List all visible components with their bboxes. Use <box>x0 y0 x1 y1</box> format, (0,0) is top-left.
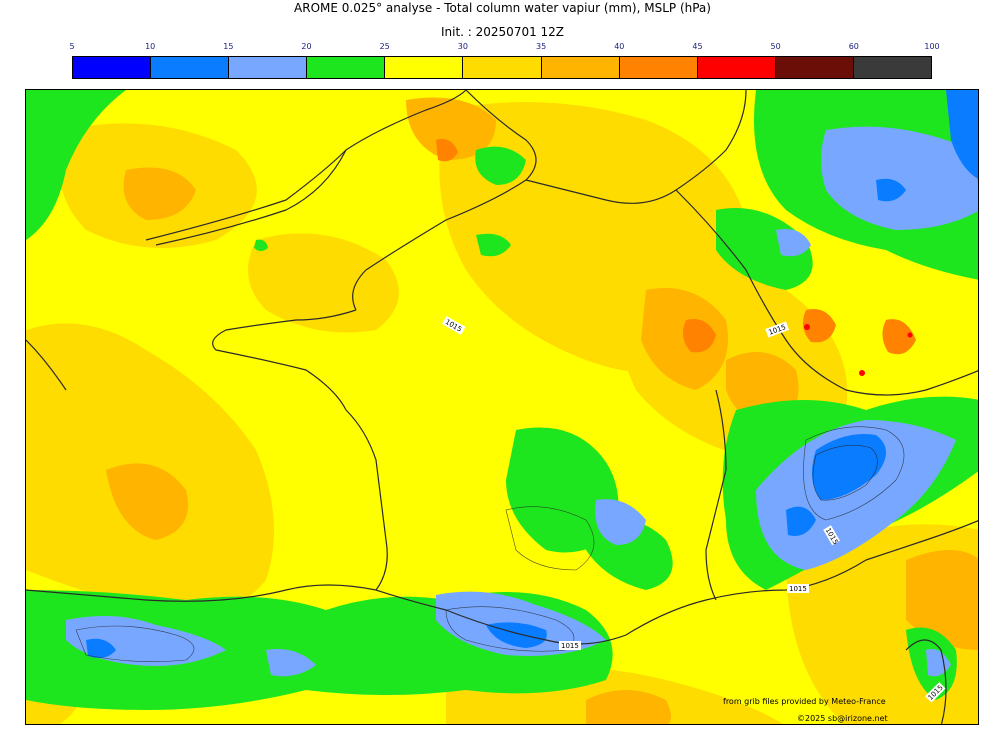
contours <box>75 426 905 662</box>
weather-map: 1015 1015 1015 1015 1015 1015 <box>25 89 979 725</box>
init-time: Init. : 20250701 12Z <box>440 25 565 39</box>
colorbar <box>72 56 932 79</box>
colorbar-tick: 60 <box>848 42 859 51</box>
colorbar-tick: 15 <box>223 42 234 51</box>
isobar-label: 1015 <box>561 642 579 650</box>
field-45-50 <box>804 324 913 376</box>
colorbar-tick: 5 <box>69 42 75 51</box>
colorbar-segment <box>385 57 464 78</box>
colorbar-tick: 25 <box>379 42 390 51</box>
coastlines <box>26 90 978 724</box>
colorbar-segment <box>853 57 932 78</box>
isobar-label: 1015 <box>789 585 807 593</box>
colorbar-tick: 10 <box>145 42 156 51</box>
chart-title: AROME 0.025° analyse - Total column wate… <box>294 1 711 15</box>
colorbar-segment <box>73 57 152 78</box>
colorbar-segment <box>697 57 776 78</box>
field-40-45 <box>436 138 916 355</box>
colorbar-ticks: 5 10 15 20 25 30 35 40 45 50 60 100 <box>69 42 939 54</box>
colorbar-tick: 40 <box>614 42 625 51</box>
field-35-40 <box>106 97 978 724</box>
copyright-credit: ©2025 sb@irizone.net <box>797 714 888 723</box>
colorbar-tick: 45 <box>692 42 703 51</box>
colorbar-segment <box>775 57 854 78</box>
colorbar-segment <box>229 57 308 78</box>
colorbar-tick: 20 <box>301 42 312 51</box>
colorbar-tick: 35 <box>536 42 547 51</box>
data-source-credit: from grib files provided by Meteo-France <box>723 697 886 706</box>
colorbar-segment <box>541 57 620 78</box>
colorbar-tick: 100 <box>924 42 940 51</box>
field-10-15 <box>86 90 978 658</box>
colorbar-segment <box>463 57 542 78</box>
colorbar-tick: 30 <box>457 42 468 51</box>
colorbar-segment <box>307 57 386 78</box>
colorbar-segment <box>151 57 230 78</box>
colorbar-segment <box>619 57 698 78</box>
colorbar-tick: 50 <box>770 42 781 51</box>
map-canvas: 1015 1015 1015 1015 1015 1015 <box>26 90 978 724</box>
